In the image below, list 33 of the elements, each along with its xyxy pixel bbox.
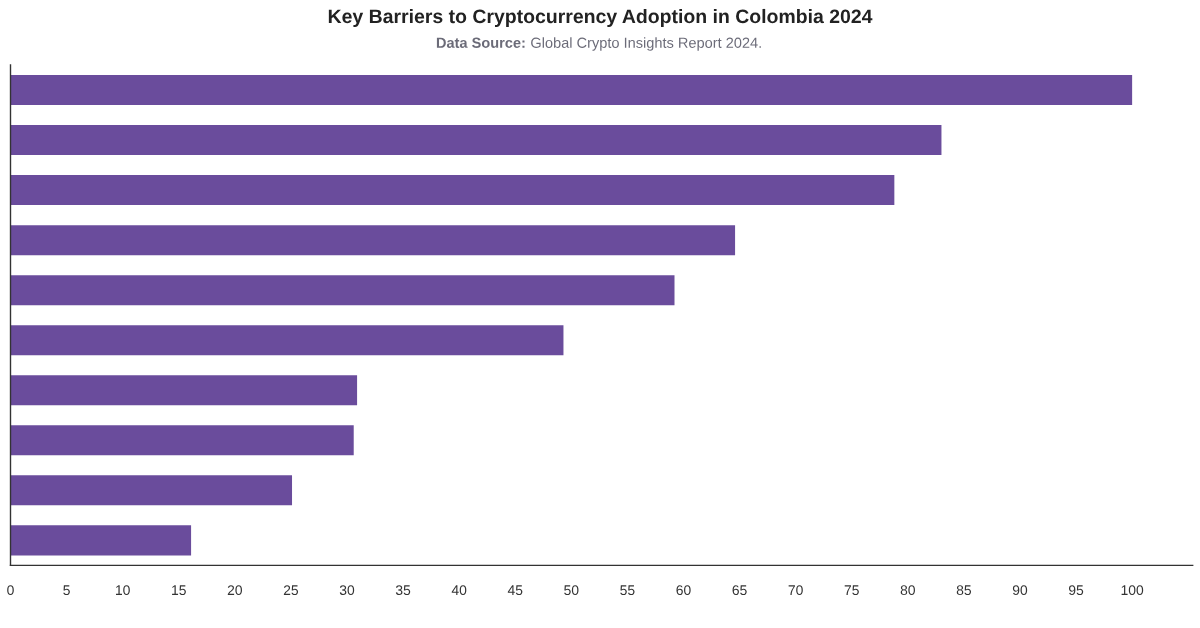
- chart-title: Key Barriers to Cryptocurrency Adoption in Colombia 2024: [328, 8, 873, 28]
- x-tick-label: 45: [507, 585, 523, 596]
- x-tick-label: 30: [339, 585, 355, 596]
- bar: [10, 175, 895, 206]
- x-tick-label: 5: [63, 585, 70, 596]
- x-tick-label: 50: [564, 585, 579, 596]
- bar: [10, 125, 942, 156]
- bar: [10, 475, 293, 506]
- x-tick-label: 40: [451, 585, 467, 596]
- x-tick-label: 85: [956, 585, 972, 596]
- bar: [10, 525, 192, 556]
- chart-subtitle: Data Source: Global Crypto Insights Report 2024.: [436, 37, 761, 51]
- x-tick-label: 0: [7, 585, 14, 596]
- x-tick-label: 15: [172, 585, 186, 596]
- bar: [10, 425, 354, 456]
- x-tick-label: 95: [1068, 585, 1084, 596]
- bar: [10, 225, 736, 256]
- x-tick-label: 65: [732, 585, 747, 596]
- x-tick-label: 10: [116, 585, 130, 596]
- bar: [10, 325, 564, 356]
- x-tick-label: 90: [1012, 585, 1028, 596]
- x-tick-label: 20: [227, 585, 243, 596]
- x-tick-label: 70: [788, 585, 803, 596]
- x-tick-label: 80: [900, 585, 915, 596]
- x-tick-label: 25: [283, 585, 299, 596]
- bar: [10, 275, 675, 306]
- x-tick-label: 60: [676, 585, 691, 596]
- x-tick-label: 75: [844, 585, 859, 596]
- x-tick-label: 55: [620, 585, 635, 596]
- x-tick-label: 100: [1121, 585, 1144, 596]
- bar: [10, 75, 1133, 106]
- x-tick-label: 35: [395, 585, 411, 596]
- bar: [10, 375, 358, 406]
